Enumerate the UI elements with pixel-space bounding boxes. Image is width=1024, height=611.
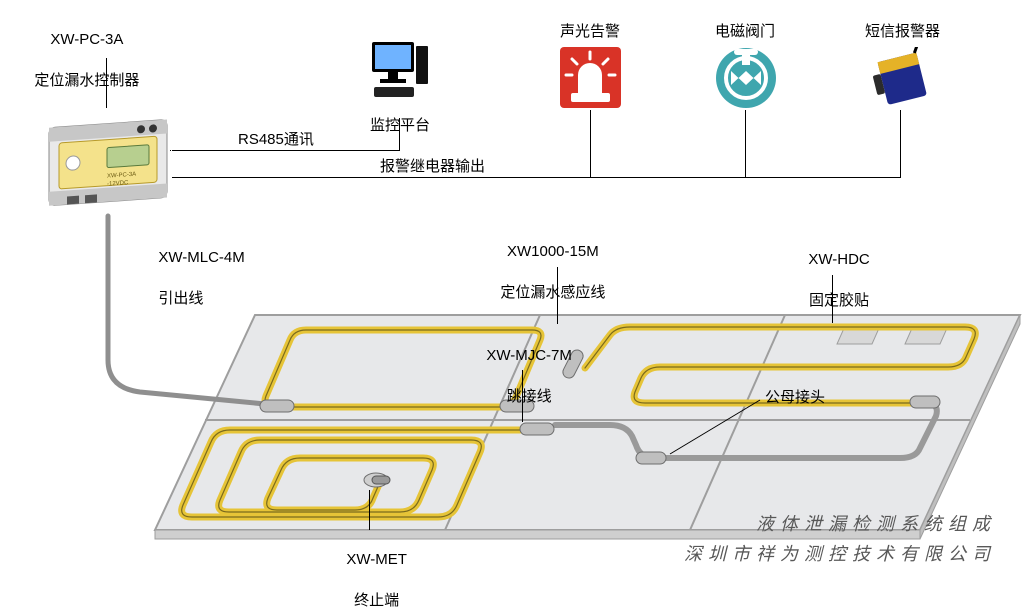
valve-label: 电磁阀门: [715, 22, 775, 42]
pc-label: 监控平台: [370, 116, 430, 136]
conn-label: 公母接头: [765, 388, 825, 408]
footer-company: 深圳市祥为测控技术有限公司: [684, 540, 996, 566]
alarm-icon: [560, 47, 621, 108]
relay-label: 报警继电器输出: [380, 157, 485, 177]
wire-sms: [900, 110, 901, 177]
bus-relay: [172, 177, 901, 178]
wire-valve: [745, 110, 746, 177]
controller-label: XW-PC-3A 定位漏水控制器: [26, 10, 139, 91]
footer-title: 液体泄漏检测系统组成: [756, 510, 996, 536]
pc-icon: [370, 40, 430, 116]
stub1: [170, 150, 171, 151]
wire-alarm: [590, 110, 591, 177]
sense-label: XW1000-15M 定位漏水感应线: [492, 222, 605, 303]
valve-icon: [715, 47, 777, 109]
jumper-label: XW-MJC-7M 跳接线: [478, 326, 572, 407]
sms-label: 短信报警器: [865, 22, 940, 42]
rs485-label: RS485通讯: [238, 130, 314, 150]
lead-label: XW-MLC-4M 引出线: [150, 228, 245, 309]
controller-device: XW-PC-3A -12VDC: [45, 110, 170, 215]
alarm-label: 声光告警: [560, 22, 620, 42]
sms-icon: [870, 47, 932, 109]
ptr-term-v: [369, 490, 370, 530]
tape-label: XW-HDC 固定胶贴: [800, 230, 870, 311]
term-label: XW-MET 终止端: [338, 530, 407, 611]
